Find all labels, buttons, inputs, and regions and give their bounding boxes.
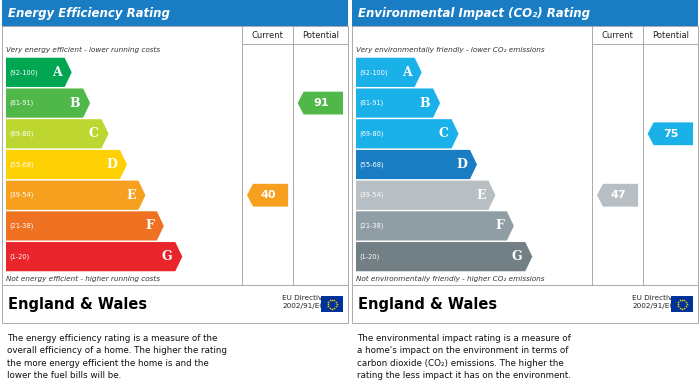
- Text: Very environmentally friendly - lower CO₂ emissions: Very environmentally friendly - lower CO…: [356, 47, 545, 53]
- Text: E: E: [476, 189, 485, 202]
- Text: (1-20): (1-20): [9, 253, 29, 260]
- Polygon shape: [298, 91, 343, 115]
- Text: The energy efficiency rating is a measure of the
overall efficiency of a home. T: The energy efficiency rating is a measur…: [7, 334, 227, 380]
- Bar: [2, 0, 348, 26]
- Polygon shape: [597, 184, 638, 206]
- Polygon shape: [356, 242, 532, 271]
- Text: Current: Current: [601, 30, 634, 39]
- Text: (92-100): (92-100): [359, 69, 388, 75]
- Text: E: E: [126, 189, 135, 202]
- Text: B: B: [69, 97, 80, 109]
- Text: The environmental impact rating is a measure of
a home's impact on the environme: The environmental impact rating is a mea…: [357, 334, 571, 380]
- Polygon shape: [6, 58, 71, 87]
- Bar: [2, 285, 348, 323]
- Polygon shape: [247, 184, 288, 206]
- Text: England & Wales: England & Wales: [358, 296, 497, 312]
- Text: Potential: Potential: [652, 30, 689, 39]
- Bar: [2, 26, 348, 285]
- Polygon shape: [356, 88, 440, 118]
- Text: D: D: [456, 158, 467, 171]
- Text: A: A: [52, 66, 62, 79]
- Text: Current: Current: [251, 30, 284, 39]
- Text: (69-80): (69-80): [359, 131, 384, 137]
- Polygon shape: [648, 122, 693, 145]
- Polygon shape: [6, 88, 90, 118]
- Text: (21-38): (21-38): [9, 223, 34, 229]
- Text: F: F: [495, 219, 504, 232]
- Text: D: D: [106, 158, 117, 171]
- Polygon shape: [6, 150, 127, 179]
- Text: 91: 91: [314, 98, 329, 108]
- Text: G: G: [162, 250, 172, 263]
- Text: B: B: [419, 97, 430, 109]
- Text: 75: 75: [664, 129, 679, 139]
- Text: (39-54): (39-54): [9, 192, 34, 199]
- Text: Not energy efficient - higher running costs: Not energy efficient - higher running co…: [6, 276, 160, 282]
- Text: Potential: Potential: [302, 30, 339, 39]
- Text: Not environmentally friendly - higher CO₂ emissions: Not environmentally friendly - higher CO…: [356, 276, 545, 282]
- Polygon shape: [356, 58, 421, 87]
- Text: EU Directive
2002/91/EC: EU Directive 2002/91/EC: [631, 295, 676, 309]
- Polygon shape: [356, 119, 458, 149]
- Polygon shape: [6, 181, 146, 210]
- Polygon shape: [356, 211, 514, 240]
- Text: F: F: [145, 219, 154, 232]
- Text: (55-68): (55-68): [359, 161, 384, 168]
- Polygon shape: [6, 211, 164, 240]
- Text: (92-100): (92-100): [9, 69, 38, 75]
- Polygon shape: [6, 242, 182, 271]
- Text: (1-20): (1-20): [359, 253, 379, 260]
- Text: (81-91): (81-91): [359, 100, 384, 106]
- Text: C: C: [439, 127, 449, 140]
- Text: A: A: [402, 66, 412, 79]
- Text: Energy Efficiency Rating: Energy Efficiency Rating: [8, 7, 170, 20]
- Bar: [352, 26, 698, 285]
- Text: Very energy efficient - lower running costs: Very energy efficient - lower running co…: [6, 47, 160, 53]
- Text: England & Wales: England & Wales: [8, 296, 147, 312]
- Polygon shape: [6, 119, 108, 149]
- Bar: [352, 285, 698, 323]
- Bar: [671, 296, 693, 312]
- Text: C: C: [89, 127, 99, 140]
- Bar: [321, 296, 343, 312]
- Text: 40: 40: [261, 190, 277, 200]
- Text: EU Directive
2002/91/EC: EU Directive 2002/91/EC: [281, 295, 326, 309]
- Text: Environmental Impact (CO₂) Rating: Environmental Impact (CO₂) Rating: [358, 7, 590, 20]
- Polygon shape: [356, 150, 477, 179]
- Text: (55-68): (55-68): [9, 161, 34, 168]
- Text: (39-54): (39-54): [359, 192, 384, 199]
- Text: (81-91): (81-91): [9, 100, 34, 106]
- Bar: [352, 0, 698, 26]
- Text: 47: 47: [610, 190, 626, 200]
- Polygon shape: [356, 181, 496, 210]
- Text: G: G: [512, 250, 522, 263]
- Text: (21-38): (21-38): [359, 223, 384, 229]
- Text: (69-80): (69-80): [9, 131, 34, 137]
